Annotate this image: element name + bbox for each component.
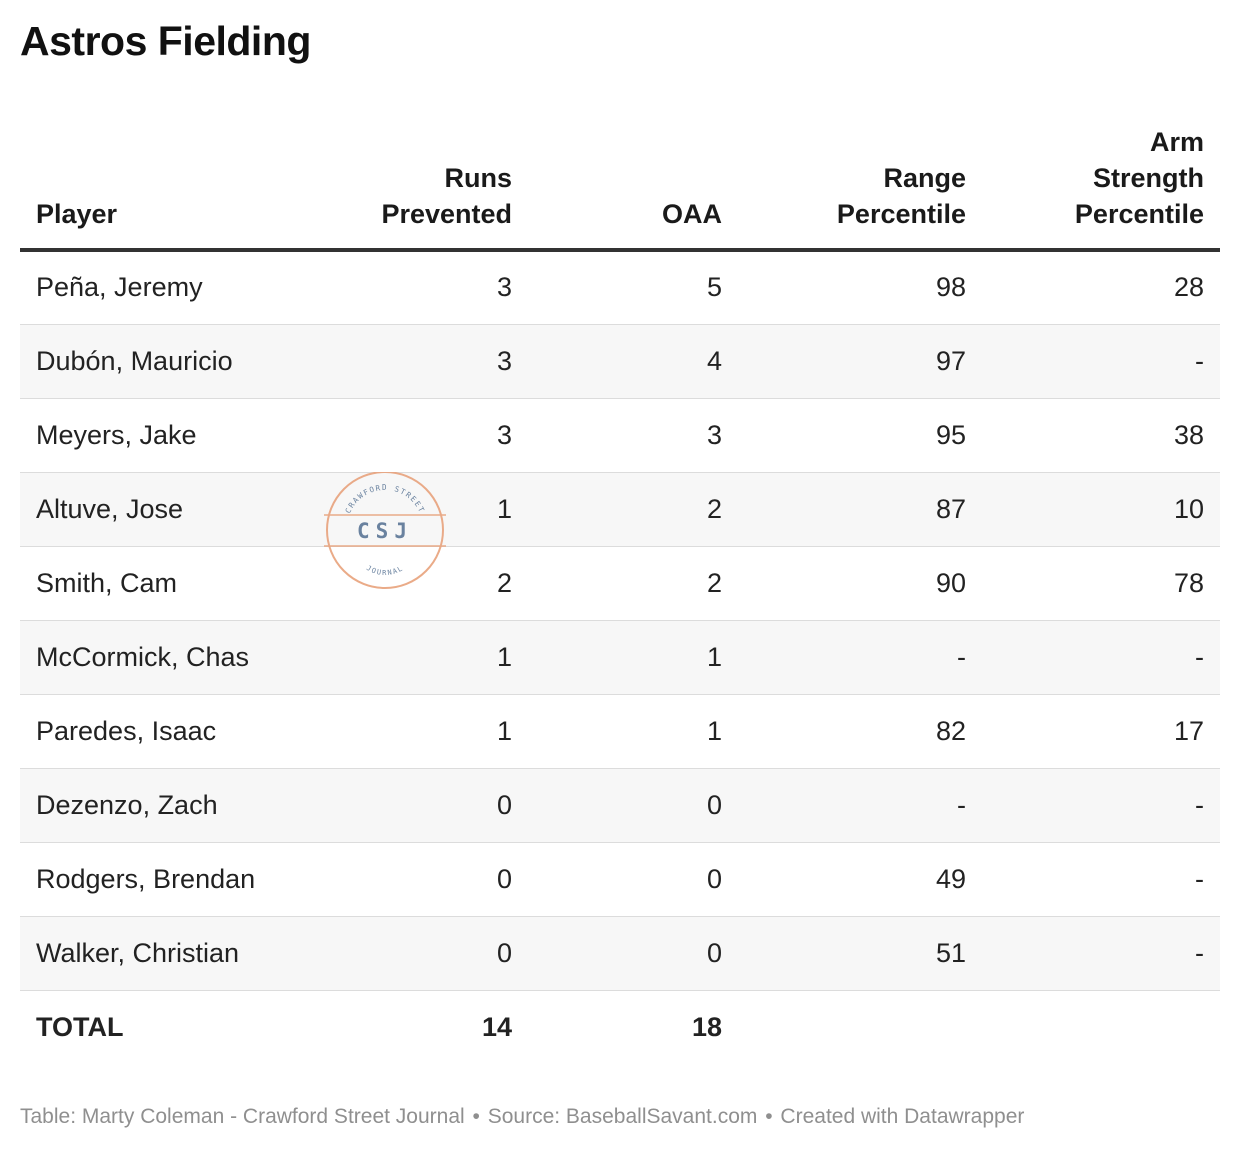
cell-player: Meyers, Jake	[20, 398, 360, 473]
table-row: Altuve, Jose 1 2 87 10	[20, 472, 1220, 547]
cell-player: Rodgers, Brendan	[20, 842, 360, 917]
table-row: Dezenzo, Zach 0 0 - -	[20, 768, 1220, 843]
stamp-top-text: CRAWFORD STREET	[343, 483, 426, 515]
cell-range-percentile: 49	[738, 842, 982, 917]
column-header-player[interactable]: Player	[20, 124, 360, 252]
cell-oaa: 5	[528, 250, 738, 325]
footer-created-with: Created with Datawrapper	[780, 1105, 1025, 1128]
cell-oaa: 1	[528, 694, 738, 769]
column-header-arm-strength-percentile[interactable]: Arm Strength Percentile	[982, 124, 1220, 252]
cell-oaa: 2	[528, 472, 738, 547]
cell-range-percentile: 97	[738, 324, 982, 399]
cell-oaa: 0	[528, 842, 738, 917]
cell-range-percentile: 98	[738, 250, 982, 325]
cell-runs-prevented: 0	[360, 916, 528, 991]
column-header-runs-line1: Runs	[444, 163, 513, 193]
cell-arm-strength-percentile: 10	[982, 472, 1220, 547]
cell-range-percentile: -	[738, 620, 982, 695]
cell-player: McCormick, Chas	[20, 620, 360, 695]
cell-range-percentile: 95	[738, 398, 982, 473]
cell-range-percentile: -	[738, 768, 982, 843]
cell-arm-strength-percentile: -	[982, 324, 1220, 399]
cell-arm-strength-percentile: 38	[982, 398, 1220, 473]
footer-source: Source: BaseballSavant.com	[487, 1105, 758, 1128]
column-header-range-line2: Percentile	[836, 199, 966, 229]
cell-runs-prevented: 1	[360, 472, 528, 547]
total-range-percentile	[738, 990, 982, 1064]
stamp-center-text: CSJ	[357, 519, 413, 543]
cell-arm-strength-percentile: 78	[982, 546, 1220, 621]
cell-player: Peña, Jeremy	[20, 250, 360, 325]
cell-arm-strength-percentile: -	[982, 916, 1220, 991]
stamp-bottom-text: JOURNAL	[365, 564, 405, 577]
table-row: Paredes, Isaac 1 1 82 17	[20, 694, 1220, 769]
footer-credits: Table: Marty Coleman - Crawford Street J…	[20, 1105, 1024, 1129]
table-row: Walker, Christian 0 0 51 -	[20, 916, 1220, 991]
page-title: Astros Fielding	[20, 18, 311, 64]
cell-player: Smith, Cam	[20, 546, 360, 621]
footer-separator: •	[472, 1105, 480, 1128]
footer-table-credit: Table: Marty Coleman - Crawford Street J…	[20, 1105, 465, 1128]
table-row: Meyers, Jake 3 3 95 38	[20, 398, 1220, 473]
column-header-runs-line2: Prevented	[381, 199, 512, 229]
total-row: TOTAL 14 18	[20, 990, 1220, 1064]
total-arm-strength-percentile	[982, 990, 1220, 1064]
cell-runs-prevented: 0	[360, 842, 528, 917]
cell-oaa: 0	[528, 768, 738, 843]
table-row: Smith, Cam 2 2 90 78	[20, 546, 1220, 621]
fielding-table: Player Runs Prevented OAA Range Percenti…	[20, 124, 1220, 1064]
footer-separator: •	[765, 1105, 773, 1128]
table-row: Rodgers, Brendan 0 0 49 -	[20, 842, 1220, 917]
column-header-arm-line2: Strength	[1093, 163, 1204, 193]
cell-player: Paredes, Isaac	[20, 694, 360, 769]
total-runs-prevented: 14	[360, 990, 528, 1064]
column-header-oaa-label: OAA	[662, 199, 722, 229]
cell-runs-prevented: 3	[360, 250, 528, 325]
csj-watermark-logo: CRAWFORD STREET CSJ JOURNAL	[324, 472, 446, 589]
cell-range-percentile: 90	[738, 546, 982, 621]
cell-oaa: 3	[528, 398, 738, 473]
cell-runs-prevented: 2	[360, 546, 528, 621]
table-header-row: Player Runs Prevented OAA Range Percenti…	[20, 124, 1220, 252]
cell-player: Dubón, Mauricio	[20, 324, 360, 399]
cell-runs-prevented: 3	[360, 324, 528, 399]
table-row: McCormick, Chas 1 1 - -	[20, 620, 1220, 695]
column-header-player-label: Player	[36, 199, 118, 229]
cell-player: Altuve, Jose	[20, 472, 360, 547]
column-header-range-percentile[interactable]: Range Percentile	[738, 124, 982, 252]
cell-oaa: 2	[528, 546, 738, 621]
cell-arm-strength-percentile: 17	[982, 694, 1220, 769]
cell-arm-strength-percentile: -	[982, 620, 1220, 695]
cell-runs-prevented: 0	[360, 768, 528, 843]
cell-arm-strength-percentile: -	[982, 842, 1220, 917]
cell-range-percentile: 82	[738, 694, 982, 769]
cell-runs-prevented: 3	[360, 398, 528, 473]
column-header-range-line1: Range	[883, 163, 966, 193]
cell-range-percentile: 51	[738, 916, 982, 991]
cell-runs-prevented: 1	[360, 620, 528, 695]
cell-range-percentile: 87	[738, 472, 982, 547]
table-row: Peña, Jeremy 3 5 98 28	[20, 250, 1220, 325]
total-oaa: 18	[528, 990, 738, 1064]
cell-arm-strength-percentile: -	[982, 768, 1220, 843]
column-header-oaa[interactable]: OAA	[528, 124, 738, 252]
column-header-runs-prevented[interactable]: Runs Prevented	[360, 124, 528, 252]
cell-oaa: 0	[528, 916, 738, 991]
cell-oaa: 4	[528, 324, 738, 399]
total-label: TOTAL	[20, 990, 360, 1064]
cell-player: Dezenzo, Zach	[20, 768, 360, 843]
cell-runs-prevented: 1	[360, 694, 528, 769]
cell-arm-strength-percentile: 28	[982, 250, 1220, 325]
column-header-arm-line1: Arm	[1149, 127, 1204, 157]
cell-oaa: 1	[528, 620, 738, 695]
column-header-arm-line3: Percentile	[1074, 199, 1204, 229]
table-row: Dubón, Mauricio 3 4 97 -	[20, 324, 1220, 399]
stamp-outer-ring	[326, 472, 444, 589]
cell-player: Walker, Christian	[20, 916, 360, 991]
